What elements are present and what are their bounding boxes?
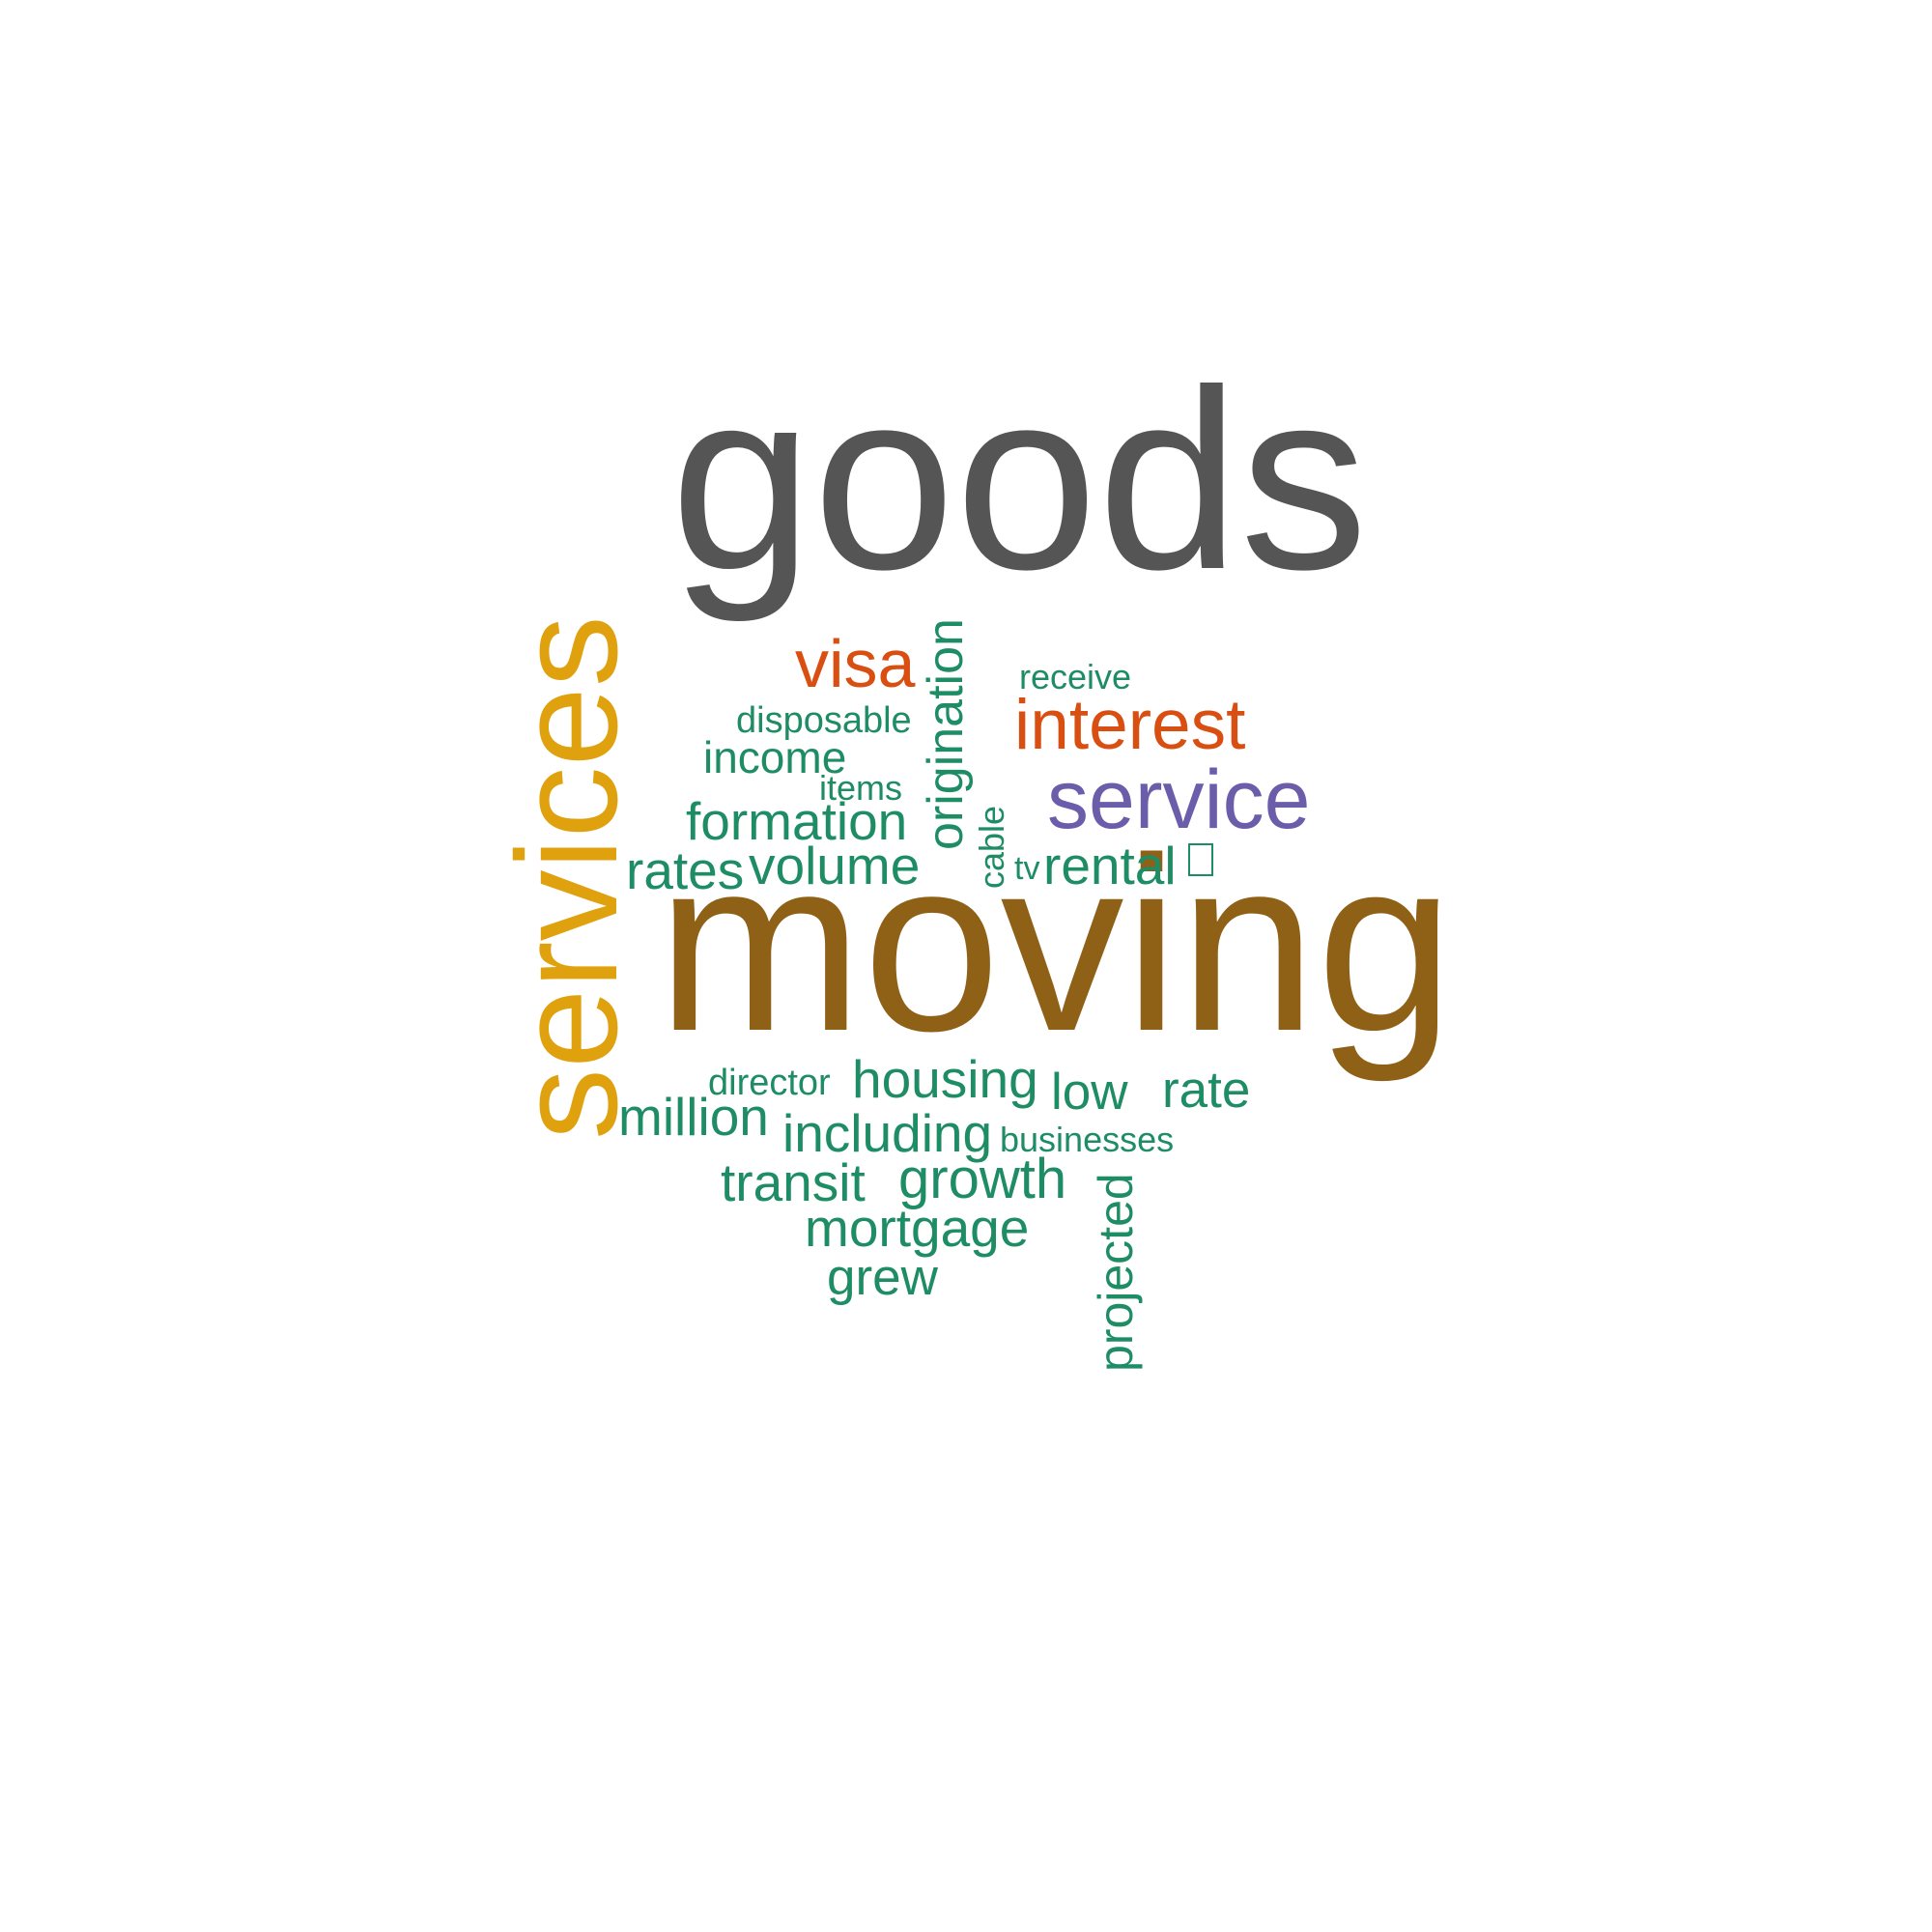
word-interest: interest [1014,686,1245,764]
word-income: income [703,732,846,782]
word-including: including [782,1103,992,1163]
word-tv: tv [1014,850,1039,887]
word-rate: rate [1162,1062,1250,1119]
word-service: service [1047,753,1310,846]
word-rental: rental [1043,836,1177,895]
word-rates: rates [626,840,744,900]
word-director: director [708,1063,831,1103]
word-businesses: businesses [1000,1120,1174,1159]
word-growth: growth [898,1148,1066,1210]
word-housing: housing [852,1049,1038,1109]
word-visa: visa [795,626,916,701]
missing-glyph-box [1188,843,1213,876]
word-moving: moving [657,807,1454,1083]
word-items: items [819,768,902,808]
word-goods: goods [670,337,1368,624]
word-volume: volume [749,836,920,895]
word-formation: formation [686,791,907,851]
word-low: low [1051,1064,1128,1121]
word-cable: cable [972,806,1011,889]
word-projected: projected [1089,1173,1143,1372]
word-million: million [618,1087,769,1147]
word-mortgage: mortgage [805,1198,1029,1258]
word-transit: transit [721,1152,866,1212]
word-disposable: disposable [736,700,912,741]
word-grew: grew [827,1249,939,1306]
word-origination: origination [918,618,974,850]
word-receive: receive [1019,657,1131,696]
word-services: services [488,615,647,1140]
